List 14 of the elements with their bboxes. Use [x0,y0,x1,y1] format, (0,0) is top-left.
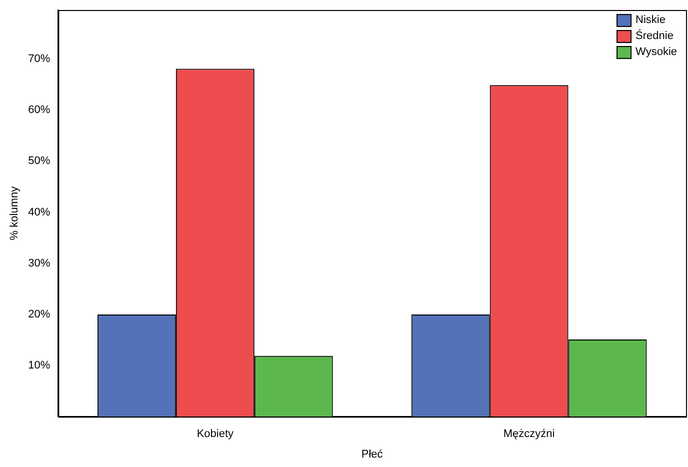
y-tick-label: 50% [28,155,50,168]
y-tick-label: 60% [28,104,50,116]
x-tick-label: Kobiety [196,428,234,440]
y-tick-label: 40% [28,206,50,218]
legend-label: Wysokie [636,46,678,58]
y-tick-label: 20% [28,308,50,320]
legend-label: Niskie [636,14,666,26]
x-axis-title: Płeć [361,448,384,460]
y-tick-label: 10% [28,360,50,372]
y-tick-label: 30% [28,257,50,270]
x-tick-label: Mężczyźni [503,428,555,440]
y-axis-title: % kolumny [8,186,21,240]
y-tick-label: 70% [28,53,50,66]
legend-label: Średnie [636,29,674,42]
